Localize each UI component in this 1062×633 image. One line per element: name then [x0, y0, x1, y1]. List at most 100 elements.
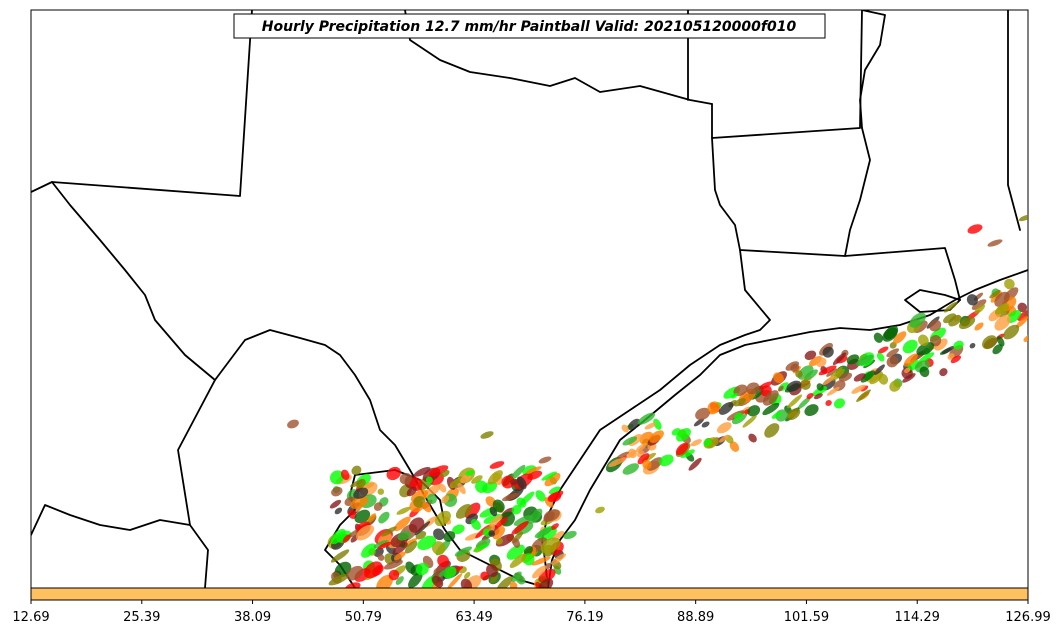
state-border	[739, 247, 961, 301]
colorbar-tick-label: 76.19	[566, 610, 603, 625]
precip-blob	[417, 535, 437, 551]
precip-blob	[795, 370, 803, 378]
precip-blob	[771, 411, 782, 419]
precip-blob	[992, 344, 1003, 355]
precip-blob	[1018, 214, 1028, 222]
precip-blob	[480, 431, 494, 439]
precip-blob	[563, 530, 577, 540]
precip-blob	[853, 373, 866, 382]
colorbar-tick-label: 88.89	[677, 610, 714, 625]
mexico-border	[31, 504, 191, 536]
precip-blob	[486, 564, 498, 578]
precip-blob	[966, 294, 978, 306]
precip-blob	[437, 554, 450, 568]
precip-blob	[826, 368, 838, 377]
precip-blob	[483, 528, 491, 538]
precip-blob	[422, 502, 432, 513]
precip-blob	[543, 511, 555, 523]
precip-blob	[787, 408, 801, 421]
precipitation-blobs	[287, 214, 1028, 588]
precip-blob	[330, 549, 350, 563]
map-layer	[31, 10, 1028, 588]
precip-blob	[538, 578, 554, 588]
precip-blob	[351, 465, 362, 476]
precip-blob	[502, 492, 520, 502]
chart-title: Hourly Precipitation 12.7 mm/hr Paintbal…	[262, 19, 797, 35]
state-border	[1007, 10, 1021, 231]
precip-blob	[953, 340, 964, 350]
precip-blob	[528, 508, 543, 524]
precip-blob	[511, 504, 522, 515]
precip-blob	[460, 578, 473, 588]
precip-blob	[773, 372, 784, 384]
state-border	[859, 10, 886, 129]
precip-blob	[987, 239, 1003, 247]
precip-blob	[460, 473, 472, 484]
precip-blob	[516, 497, 527, 508]
chart-title-box	[233, 13, 826, 39]
precip-blob	[377, 488, 385, 495]
precip-blob	[334, 507, 343, 515]
precip-blob	[438, 483, 447, 493]
precip-blob	[395, 576, 404, 585]
precip-blob	[816, 383, 824, 391]
precip-blob	[443, 531, 456, 542]
precip-blob	[515, 574, 526, 585]
precip-blob	[941, 345, 955, 355]
state-border	[404, 10, 713, 105]
precip-blob	[826, 386, 840, 396]
precip-blob	[455, 504, 472, 519]
precip-blob	[675, 442, 689, 456]
precip-blob	[831, 369, 845, 381]
precip-blob	[701, 421, 710, 428]
precip-blob	[995, 303, 1009, 315]
precip-blob	[718, 401, 734, 415]
colorbar-tick-label: 38.09	[234, 610, 271, 625]
precip-blob	[608, 457, 627, 467]
precip-blob	[916, 342, 935, 356]
precip-blob	[452, 524, 465, 535]
precip-blob	[671, 428, 681, 436]
precip-blob	[886, 348, 900, 358]
precip-blob	[443, 566, 457, 579]
precip-blob	[535, 490, 546, 502]
precip-blob	[397, 531, 411, 541]
precip-blob	[287, 419, 299, 429]
precip-blob	[372, 564, 384, 577]
precip-blob	[393, 551, 406, 561]
precip-blob	[703, 438, 712, 447]
precip-blob	[393, 516, 411, 532]
precip-blob	[982, 335, 997, 350]
precip-blob	[427, 493, 437, 504]
precip-blob	[447, 573, 463, 588]
coastline	[547, 269, 1028, 588]
precip-blob	[822, 375, 835, 386]
precip-blob	[804, 350, 817, 361]
precip-blob	[851, 384, 866, 394]
precip-blob	[328, 574, 349, 586]
precip-blob	[637, 412, 656, 425]
precip-blob	[860, 370, 876, 383]
precip-blob	[996, 336, 1005, 347]
precip-blob	[531, 556, 551, 566]
precip-blob	[621, 424, 629, 433]
precip-blob	[838, 372, 853, 382]
precip-blob	[547, 492, 562, 503]
precip-blob	[800, 379, 811, 390]
precip-blob	[373, 502, 383, 511]
precip-blob	[939, 368, 948, 377]
precip-blob	[994, 291, 1010, 307]
precip-blob	[653, 418, 662, 430]
precip-blob	[488, 530, 495, 537]
precip-blob	[734, 412, 743, 420]
precip-blob	[471, 475, 483, 484]
precip-blob	[376, 574, 393, 588]
precip-blob	[919, 366, 930, 378]
precip-blob	[846, 354, 860, 365]
precip-blob	[378, 511, 390, 524]
colorbar-tick-label: 63.49	[456, 610, 493, 625]
precip-blob	[490, 574, 499, 584]
precip-blob	[747, 405, 761, 417]
precip-blob	[649, 430, 664, 443]
precip-blob	[540, 537, 561, 554]
